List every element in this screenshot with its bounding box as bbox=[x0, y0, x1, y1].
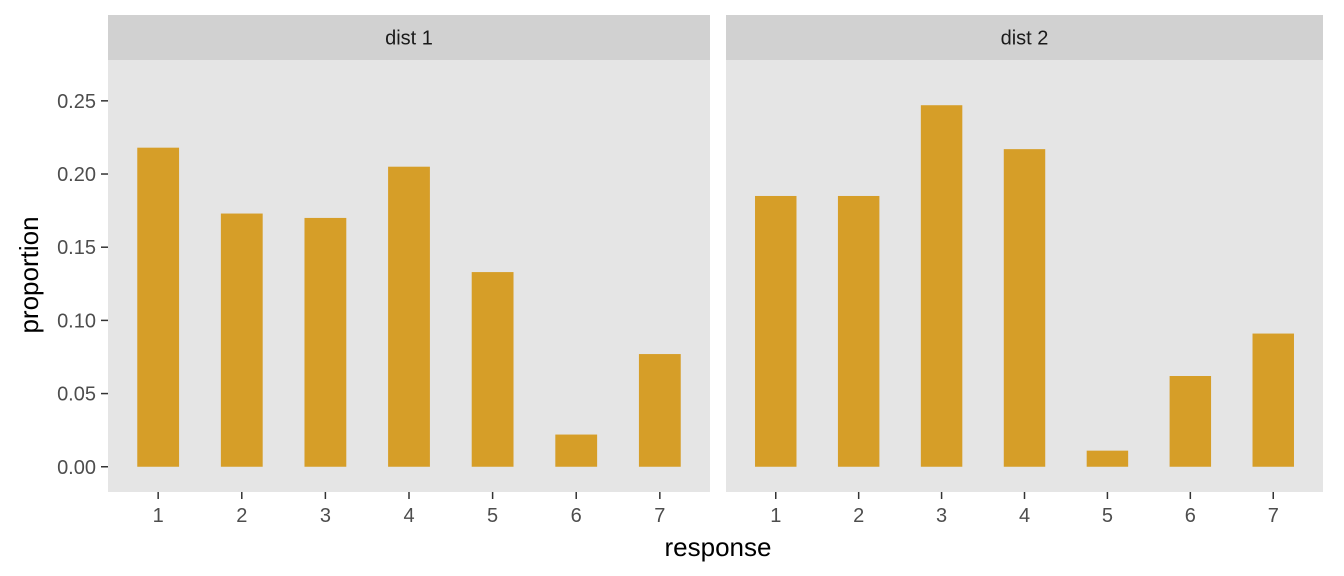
x-tick-label: 2 bbox=[236, 505, 247, 527]
x-tick-label: 7 bbox=[654, 505, 665, 527]
x-tick-label: 2 bbox=[853, 505, 864, 527]
y-axis: 0.00 0.05 0.10 0.15 0.20 0.25 bbox=[57, 91, 108, 479]
facet-strip bbox=[108, 15, 710, 60]
bar bbox=[137, 147, 180, 467]
facet-strip bbox=[726, 15, 1323, 60]
facet-strip-label: dist 1 bbox=[385, 28, 433, 50]
facet-strip-label: dist 2 bbox=[1001, 28, 1049, 50]
x-tick-label: 1 bbox=[153, 505, 164, 527]
facet-panel: dist 1 1 2 3 4 5 6 7 bbox=[108, 15, 710, 527]
y-tick-label: 0.15 bbox=[57, 237, 96, 259]
facet-panel: dist 2 1 2 3 4 5 6 7 bbox=[726, 15, 1323, 527]
bar bbox=[638, 354, 681, 467]
x-tick-label: 5 bbox=[487, 505, 498, 527]
bar bbox=[837, 195, 880, 467]
bar bbox=[304, 217, 347, 467]
bar bbox=[755, 195, 797, 467]
bar bbox=[1003, 149, 1046, 467]
bar bbox=[1169, 376, 1212, 467]
y-tick-label: 0.20 bbox=[57, 164, 96, 186]
bar bbox=[388, 166, 430, 467]
x-tick-label: 1 bbox=[770, 505, 781, 527]
y-tick-label: 0.00 bbox=[57, 457, 96, 479]
x-tick-label: 7 bbox=[1268, 505, 1279, 527]
x-tick-label: 3 bbox=[936, 505, 947, 527]
x-tick-label: 3 bbox=[320, 505, 331, 527]
x-axis-title: response bbox=[665, 532, 772, 562]
facet-panels: dist 1 1 2 3 4 5 6 7 dist 2 1 2 3 4 5 6 7 bbox=[108, 15, 1323, 527]
x-tick-label: 5 bbox=[1102, 505, 1113, 527]
bar bbox=[1086, 450, 1129, 467]
x-tick-label: 6 bbox=[1185, 505, 1196, 527]
bar bbox=[1252, 333, 1294, 467]
x-tick-label: 4 bbox=[1019, 505, 1030, 527]
y-tick-label: 0.10 bbox=[57, 310, 96, 332]
x-tick-label: 4 bbox=[403, 505, 414, 527]
y-tick-label: 0.25 bbox=[57, 91, 96, 113]
bar bbox=[471, 272, 514, 467]
bar bbox=[555, 434, 598, 467]
bar bbox=[220, 213, 263, 467]
bar bbox=[920, 105, 963, 467]
y-axis-title: proportion bbox=[14, 216, 44, 333]
y-tick-label: 0.05 bbox=[57, 384, 96, 406]
x-tick-label: 6 bbox=[571, 505, 582, 527]
